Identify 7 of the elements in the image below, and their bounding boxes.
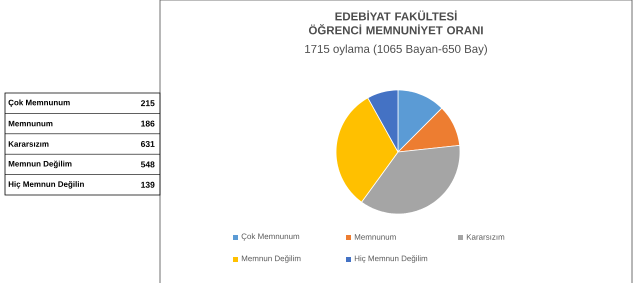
text: 548 [140, 161, 155, 168]
text: 631 [140, 141, 155, 148]
text: 139 [141, 182, 154, 188]
chart-title: EDEBİYAT FAKÜLTESİ ÖĞRENCİ MEMNUNİYET ORANI [308, 10, 483, 34]
chart-subtitle: 1715 oylama (1065 Bayan-650 Bay) [305, 44, 487, 56]
text: 215 [140, 100, 155, 106]
text: 186 [141, 120, 154, 127]
